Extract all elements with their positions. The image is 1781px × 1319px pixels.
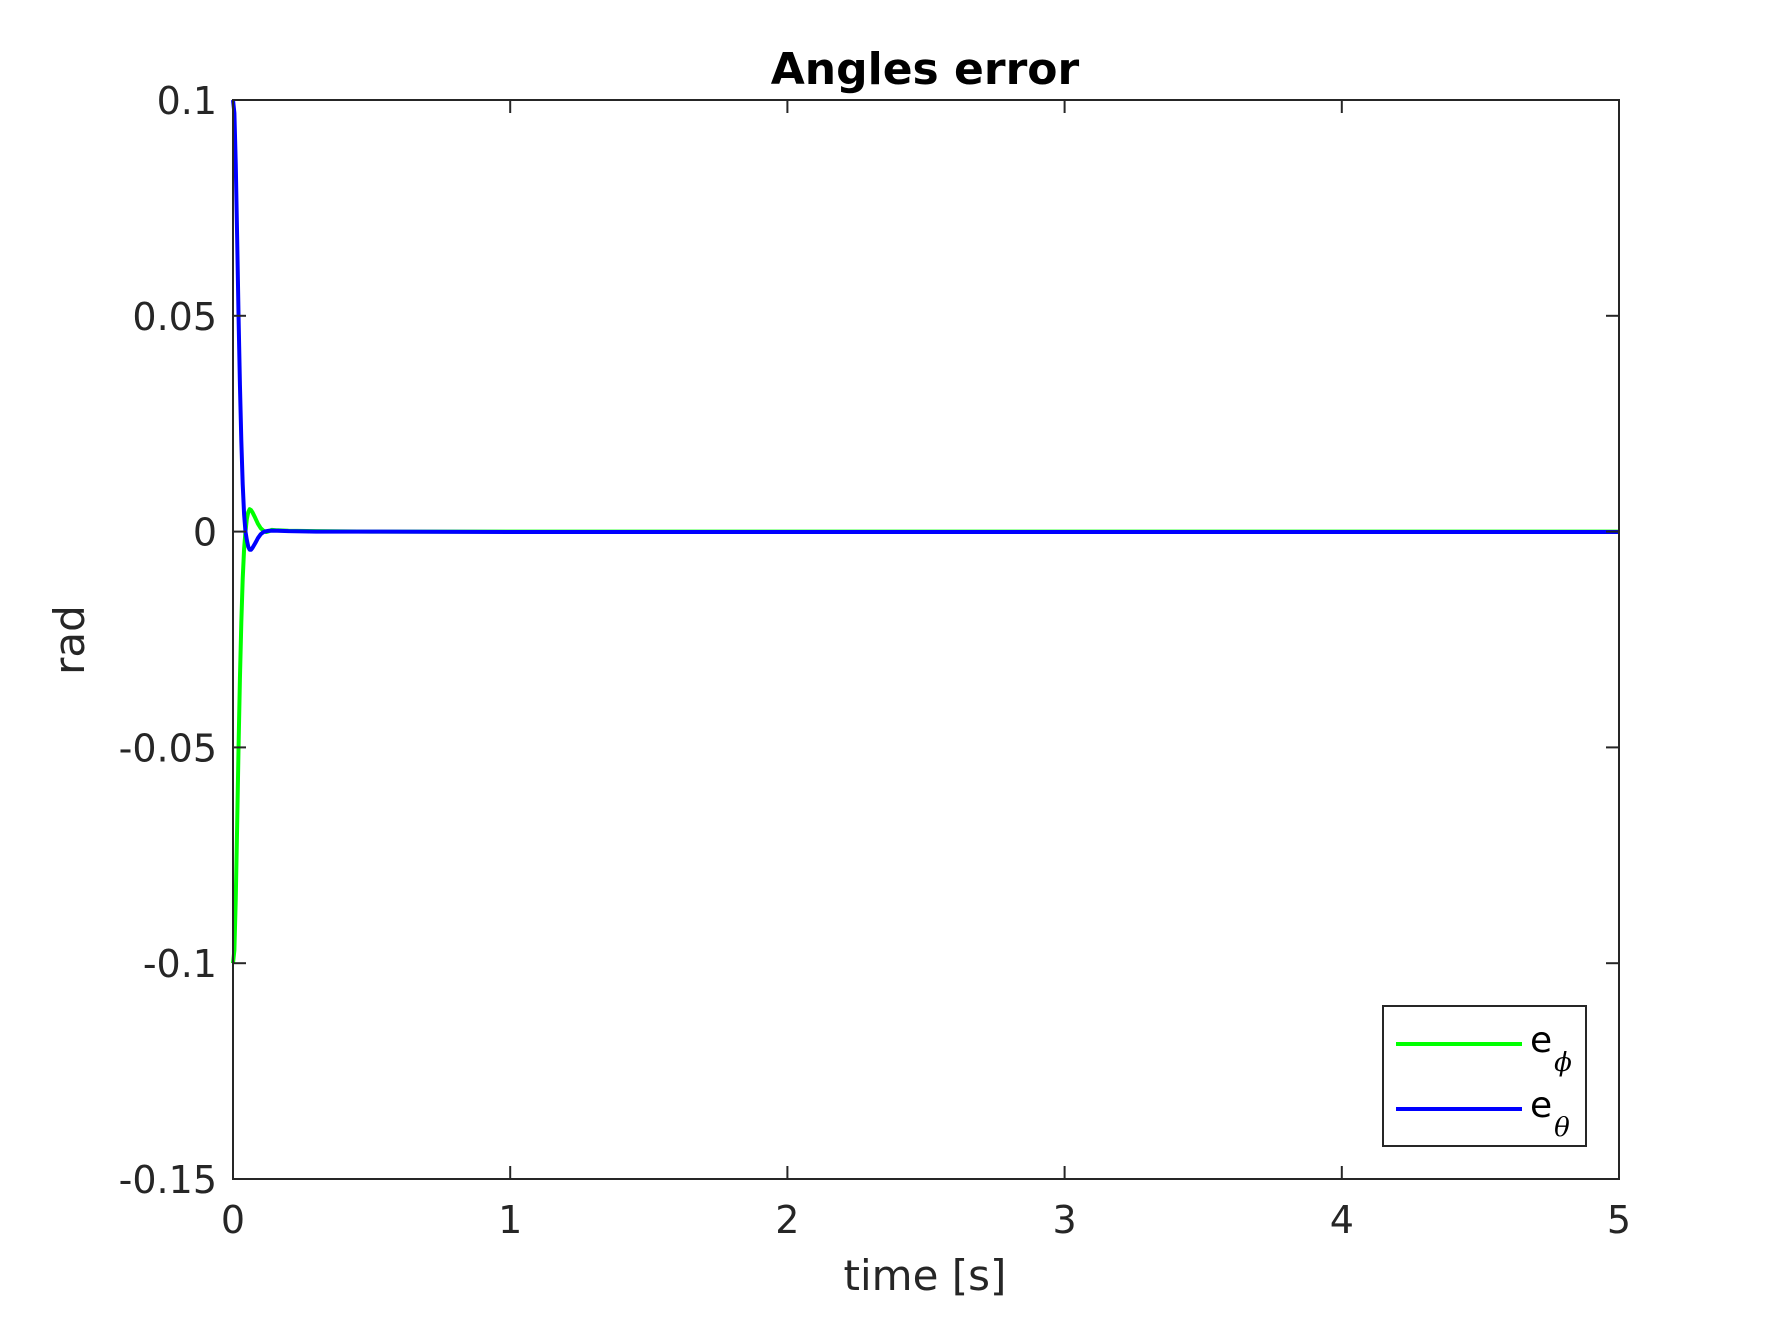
x-tick-label-0: 0 (221, 1198, 245, 1242)
legend-label-theta-sub: θ (1554, 1113, 1570, 1143)
axes-box (232, 99, 1620, 1180)
legend-label-theta-base: e (1530, 1085, 1552, 1126)
y-tick-label-5: -0.15 (119, 1158, 217, 1202)
y-tick-label-2: 0 (193, 511, 217, 555)
y-axis-label: rad (45, 605, 94, 675)
y-tick-label-0: 0.1 (157, 79, 217, 123)
x-axis-label: time [s] (844, 1251, 1007, 1300)
series-layer (231, 99, 1619, 964)
series-line-1 (231, 99, 1619, 552)
x-tick-label-1: 1 (498, 1198, 522, 1242)
legend-label-theta: eθ (1530, 1085, 1570, 1143)
legend: eϕ eθ (1382, 1005, 1587, 1147)
legend-label-phi: eϕ (1530, 1020, 1572, 1078)
chart-title: Angles error (771, 44, 1080, 95)
x-tick-label-3: 3 (1053, 1198, 1077, 1242)
y-tick-label-3: -0.05 (119, 726, 217, 770)
y-tick-label-4: -0.1 (143, 942, 217, 986)
x-tick-label-5: 5 (1607, 1198, 1631, 1242)
legend-label-phi-base: e (1530, 1020, 1552, 1061)
y-tick-label-1: 0.05 (132, 295, 217, 339)
ticks-layer: 0 1 2 3 4 5 0.1 0.05 0 -0.05 -0.1 -0.15 (119, 79, 1631, 1242)
plot-area (233, 100, 1619, 1179)
x-tick-label-2: 2 (775, 1198, 799, 1242)
x-tick-label-4: 4 (1330, 1198, 1354, 1242)
legend-box (1382, 1005, 1587, 1147)
legend-label-phi-sub: ϕ (1554, 1048, 1572, 1078)
